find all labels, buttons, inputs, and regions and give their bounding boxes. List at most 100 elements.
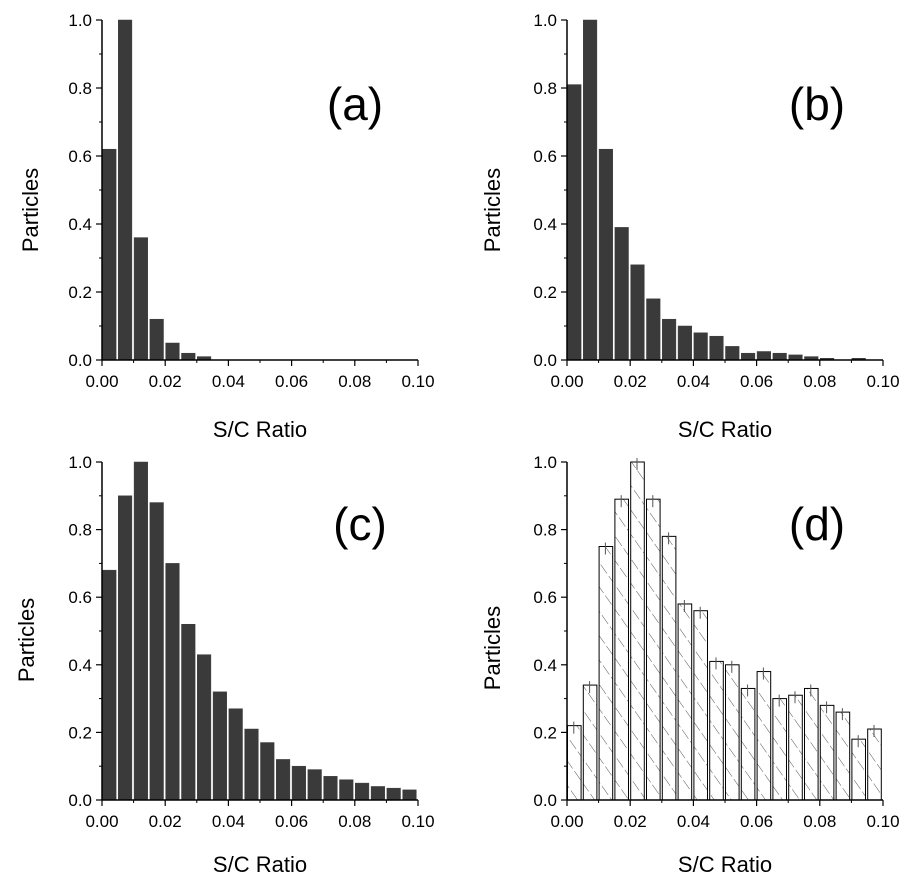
y-tick-label: 0.0	[533, 351, 557, 370]
y-tick-label: 1.0	[533, 11, 557, 30]
x-tick-label: 0.08	[803, 812, 836, 831]
y-tick-label: 0.0	[533, 791, 557, 810]
y-tick-label: 0.6	[68, 588, 92, 607]
x-tick-label: 0.04	[677, 372, 710, 391]
histogram-bar	[212, 691, 227, 801]
y-tick-label: 0.6	[68, 147, 92, 166]
histogram-bar	[149, 502, 164, 801]
y-axis-label: Particles	[18, 168, 43, 252]
panel-label: (b)	[789, 78, 845, 130]
histogram-bar	[740, 687, 756, 801]
y-tick-label: 0.2	[533, 283, 557, 302]
histogram-bar	[149, 318, 164, 361]
y-axis-label: Particles	[480, 606, 505, 690]
histogram-bar	[677, 603, 693, 801]
x-tick-label: 0.10	[401, 372, 434, 391]
x-tick-label: 0.02	[614, 812, 647, 831]
histogram-bar	[370, 786, 385, 801]
x-tick-label: 0.04	[212, 812, 245, 831]
y-tick-label: 0.0	[68, 791, 92, 810]
histogram-bar	[598, 546, 614, 801]
y-tick-label: 1.0	[68, 453, 92, 472]
chart-panel-2: 0.00 0.02 0.04 0.06 0.08 0.10 0.0 0.2 0.4 0.6 0.8 1…	[480, 11, 900, 442]
histogram-bar	[835, 711, 851, 801]
histogram-bar	[181, 623, 196, 801]
histogram-bar	[819, 704, 835, 801]
histogram-bar	[323, 776, 338, 801]
histogram-bar	[662, 318, 677, 361]
x-axis-label: S/C Ratio	[213, 417, 307, 442]
histogram-bar	[867, 728, 882, 801]
histogram-bar	[693, 610, 708, 801]
histogram-bar	[756, 351, 771, 361]
histogram-bar	[646, 298, 661, 361]
histogram-bar	[339, 779, 354, 801]
x-tick-label: 0.00	[85, 812, 118, 831]
y-tick-label: 0.6	[533, 588, 557, 607]
histogram-bar	[614, 498, 629, 801]
y-tick-label: 0.4	[68, 656, 92, 675]
x-tick-label: 0.08	[803, 372, 836, 391]
histogram-bar	[102, 569, 117, 801]
x-tick-label: 0.00	[550, 812, 583, 831]
histogram-bar	[630, 461, 645, 801]
x-tick-label: 0.10	[401, 812, 434, 831]
histogram-bar	[788, 354, 803, 361]
panel-label: (a)	[327, 78, 383, 130]
y-tick-label: 0.2	[68, 723, 92, 742]
histogram-bar	[118, 19, 133, 361]
histogram-bar	[165, 342, 180, 361]
y-tick-label: 0.4	[533, 215, 557, 234]
y-tick-label: 0.8	[68, 521, 92, 540]
y-tick-label: 0.8	[68, 79, 92, 98]
y-tick-label: 0.8	[533, 521, 557, 540]
histogram-bar	[118, 495, 133, 801]
x-axis-label: S/C Ratio	[213, 852, 307, 877]
x-tick-label: 0.02	[614, 372, 647, 391]
x-tick-label: 0.08	[338, 812, 371, 831]
histogram-bar	[307, 769, 322, 801]
histogram-bar	[181, 352, 196, 361]
histogram-bar	[614, 227, 629, 361]
chart-panel-3: 0.00 0.02 0.04 0.06 0.08 0.10 0.0 0.2 0.4 0.6 0.8 1…	[14, 453, 435, 877]
y-tick-label: 0.4	[68, 215, 92, 234]
histogram-bar	[291, 765, 306, 801]
y-tick-label: 1.0	[68, 11, 92, 30]
histogram-bar	[133, 461, 148, 801]
x-tick-label: 0.00	[550, 372, 583, 391]
histogram-bar	[386, 787, 401, 801]
histogram-bar	[197, 654, 212, 801]
histogram-bar	[583, 19, 598, 361]
histogram-bar	[260, 742, 275, 801]
y-tick-label: 0.0	[68, 351, 92, 370]
histogram-bar	[102, 148, 117, 361]
y-axis-label: Particles	[480, 168, 505, 252]
histogram-bar	[725, 346, 740, 361]
histogram-bar	[772, 352, 787, 361]
chart-panel-4: 0.00 0.02 0.04 0.06 0.08 0.10 0.0 0.2 0.4 0.6 0.8 1…	[480, 453, 900, 877]
x-tick-label: 0.10	[866, 812, 899, 831]
histogram-bar	[709, 335, 724, 361]
x-tick-label: 0.02	[149, 372, 182, 391]
x-tick-label: 0.06	[740, 812, 773, 831]
panel-label: (d)	[789, 498, 845, 550]
histogram-bar	[725, 664, 740, 801]
histogram-bar	[582, 684, 598, 801]
histogram-bar	[693, 332, 708, 361]
x-tick-label: 0.04	[677, 812, 710, 831]
histogram-bar	[772, 698, 787, 801]
histogram-bar	[567, 725, 582, 801]
histogram-bar	[661, 535, 677, 801]
histogram-bar	[133, 237, 148, 361]
histogram-bar	[630, 264, 645, 361]
y-tick-label: 0.6	[533, 147, 557, 166]
histogram-bar	[788, 694, 803, 801]
histogram-bar	[276, 759, 291, 801]
histogram-bar	[598, 148, 613, 361]
histogram-bar	[646, 498, 661, 801]
histogram-bar	[677, 325, 692, 361]
panel-label: (c)	[333, 498, 387, 550]
histogram-bar	[851, 738, 866, 801]
x-tick-label: 0.06	[275, 372, 308, 391]
